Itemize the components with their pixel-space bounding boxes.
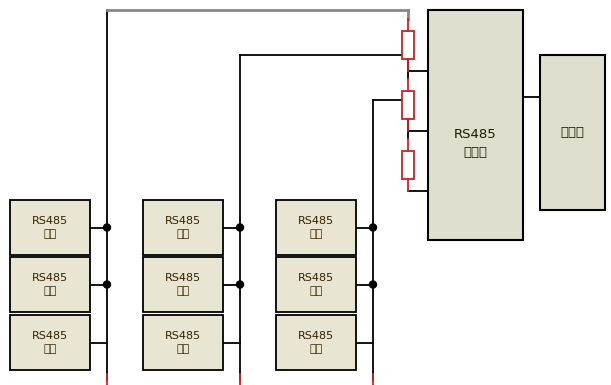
Text: RS485
设备: RS485 设备: [165, 273, 201, 296]
Text: RS485
设备: RS485 设备: [32, 331, 68, 354]
Text: RS485
集线器: RS485 集线器: [454, 128, 497, 159]
Text: RS485
设备: RS485 设备: [298, 216, 334, 239]
Circle shape: [103, 224, 111, 231]
Bar: [143, 257, 223, 312]
Bar: [540, 55, 605, 210]
Text: 服务器: 服务器: [560, 126, 585, 139]
Bar: [276, 200, 356, 255]
Bar: [10, 315, 90, 370]
Bar: [276, 257, 356, 312]
Bar: [10, 257, 90, 312]
Circle shape: [370, 281, 376, 288]
Circle shape: [370, 224, 376, 231]
Text: RS485
设备: RS485 设备: [165, 331, 201, 354]
Bar: [143, 200, 223, 255]
Bar: [402, 91, 414, 119]
Bar: [428, 10, 523, 240]
Text: RS485
设备: RS485 设备: [165, 216, 201, 239]
Bar: [10, 200, 90, 255]
Text: RS485
设备: RS485 设备: [298, 331, 334, 354]
Circle shape: [236, 224, 244, 231]
Circle shape: [103, 281, 111, 288]
Text: RS485
设备: RS485 设备: [298, 273, 334, 296]
Text: RS485
设备: RS485 设备: [32, 216, 68, 239]
Bar: [143, 315, 223, 370]
Circle shape: [236, 281, 244, 288]
Bar: [276, 315, 356, 370]
Text: RS485
设备: RS485 设备: [32, 273, 68, 296]
Bar: [402, 151, 414, 179]
Bar: [402, 31, 414, 59]
